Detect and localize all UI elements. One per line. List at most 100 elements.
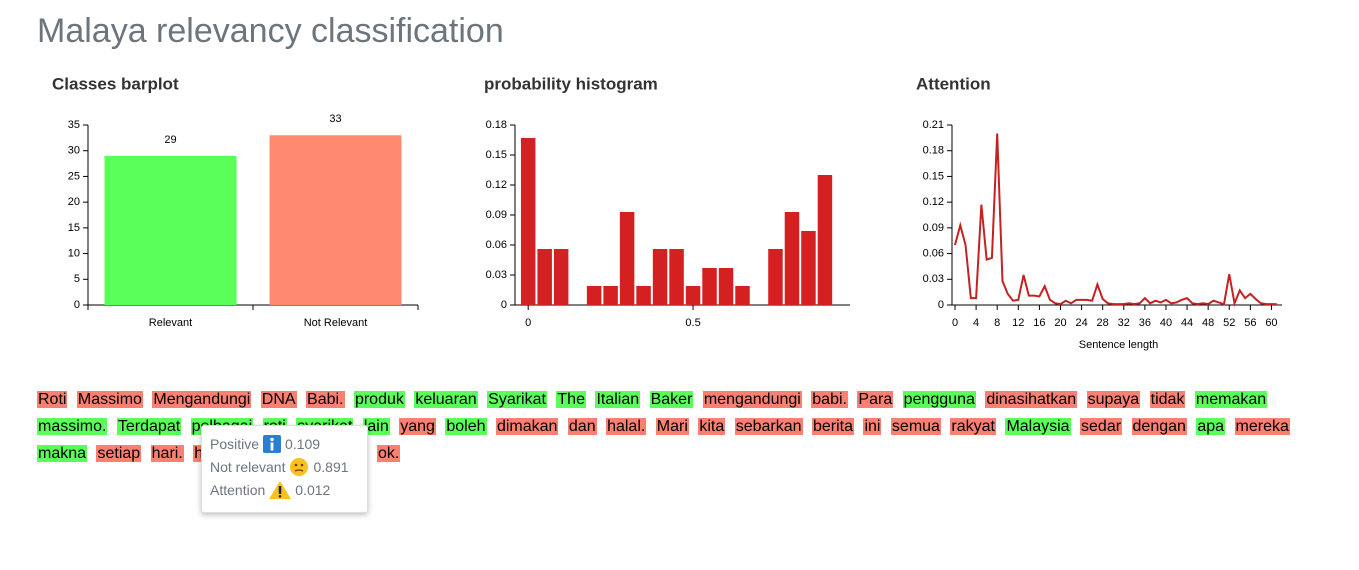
page-title: Malaya relevancy classification	[37, 12, 504, 50]
y-tick-label: 0	[938, 299, 944, 311]
word: berita	[811, 418, 854, 435]
word: dimakan	[495, 418, 559, 435]
word: Baker	[649, 391, 694, 408]
chart-title: probability histogram	[484, 74, 658, 93]
x-tick-label: 4	[973, 317, 979, 329]
bar	[652, 249, 668, 305]
y-tick-label: 0.09	[923, 222, 944, 234]
y-tick-label: 35	[68, 119, 80, 131]
bar	[735, 286, 750, 305]
x-tick-label: 24	[1075, 317, 1087, 329]
word: boleh	[445, 418, 487, 435]
y-tick-label: 15	[68, 222, 80, 234]
tooltip-row: Attention 0.012	[210, 479, 330, 501]
x-tick-label: Relevant	[149, 317, 192, 329]
tooltip-label: Attention	[210, 482, 266, 498]
y-tick-label: 0.09	[486, 209, 507, 221]
word: dan	[567, 418, 597, 435]
word: sedar	[1080, 418, 1123, 435]
bar	[619, 212, 635, 305]
y-tick-label: 0.15	[486, 149, 507, 161]
word: supaya	[1086, 391, 1141, 408]
bar	[104, 155, 237, 305]
x-tick-label: 0.5	[685, 317, 700, 329]
x-tick-label: 20	[1054, 317, 1066, 329]
y-tick-label: 0.06	[486, 239, 507, 251]
x-tick-label: 52	[1223, 317, 1235, 329]
x-tick-label: 40	[1160, 317, 1172, 329]
x-tick-label: 60	[1265, 317, 1277, 329]
word: mengandungi	[702, 391, 802, 408]
word: tidak	[1149, 391, 1186, 408]
y-tick-label: 30	[68, 145, 80, 157]
y-tick-label: 0	[501, 299, 507, 311]
bar	[784, 212, 800, 305]
x-tick-label: 0	[952, 317, 958, 329]
x-tick-label: 36	[1139, 317, 1151, 329]
x-tick-label: 56	[1244, 317, 1256, 329]
bar	[669, 249, 684, 305]
word: memakan	[1194, 391, 1268, 408]
word: Mengandungi	[152, 391, 252, 408]
tooltip-value: 0.012	[295, 482, 331, 498]
bar	[817, 175, 833, 305]
word: produk	[353, 391, 405, 408]
chart-title: Classes barplot	[52, 74, 179, 93]
tooltip-value: 0.891	[313, 459, 349, 475]
line	[954, 133, 1277, 307]
y-tick-label: 0.03	[486, 269, 507, 281]
info-icon	[263, 435, 282, 453]
bar	[586, 286, 602, 305]
word: DNA	[260, 391, 297, 408]
word: kita	[698, 418, 726, 435]
charts: Classes barplot 0 5 10 15 20 25 30 35 29 Relevant 3…	[52, 74, 1282, 351]
y-tick-label: 5	[74, 273, 80, 285]
word: yang	[399, 418, 436, 435]
word: makna	[37, 445, 88, 462]
word: Massimo	[76, 391, 143, 408]
x-tick-label: 12	[1012, 317, 1024, 329]
word: massimo.	[37, 418, 108, 435]
y-tick-label: 0.06	[923, 247, 944, 259]
thinking-icon	[290, 458, 309, 476]
bar	[269, 135, 402, 305]
warning-icon	[269, 481, 292, 499]
word: Babi.	[306, 391, 345, 408]
word: lain	[362, 418, 390, 435]
x-tick-label: 28	[1097, 317, 1109, 329]
bar	[537, 249, 552, 305]
bar	[553, 249, 569, 305]
word: hari.	[150, 445, 184, 462]
x-axis-label: Sentence length	[1079, 339, 1159, 351]
y-tick-label: 0.15	[923, 170, 944, 182]
word: mereka	[1234, 418, 1290, 435]
tooltip: Positive 0.109 Not relevant 0.891 Attent…	[201, 425, 368, 513]
bar	[636, 286, 651, 305]
word: Italian	[595, 391, 641, 408]
y-tick-label: 25	[68, 170, 80, 182]
chart-title: Attention	[916, 74, 991, 93]
bar	[603, 286, 618, 305]
y-tick-label: 10	[68, 247, 80, 259]
tooltip-row: Not relevant 0.891	[210, 456, 349, 478]
tooltip-label: Positive	[210, 436, 260, 452]
word: pengguna	[902, 391, 976, 408]
tooltip-label: Not relevant	[210, 459, 286, 475]
x-tick-label: 16	[1033, 317, 1045, 329]
word: The	[556, 391, 586, 408]
bar	[768, 249, 783, 305]
word: Terdapat	[116, 418, 182, 435]
bar	[520, 138, 536, 305]
y-tick-label: 0.03	[923, 273, 944, 285]
word: ini	[863, 418, 882, 435]
x-tick-label: 44	[1181, 317, 1193, 329]
tooltip-value: 0.109	[285, 436, 321, 452]
x-tick-label: Not Relevant	[304, 317, 368, 329]
y-tick-label: 0.18	[923, 145, 944, 157]
value-label: 29	[164, 134, 176, 146]
x-tick-label: 32	[1118, 317, 1130, 329]
word: Roti	[37, 391, 68, 408]
y-tick-label: 0.12	[486, 179, 507, 191]
word: keluaran	[414, 391, 478, 408]
